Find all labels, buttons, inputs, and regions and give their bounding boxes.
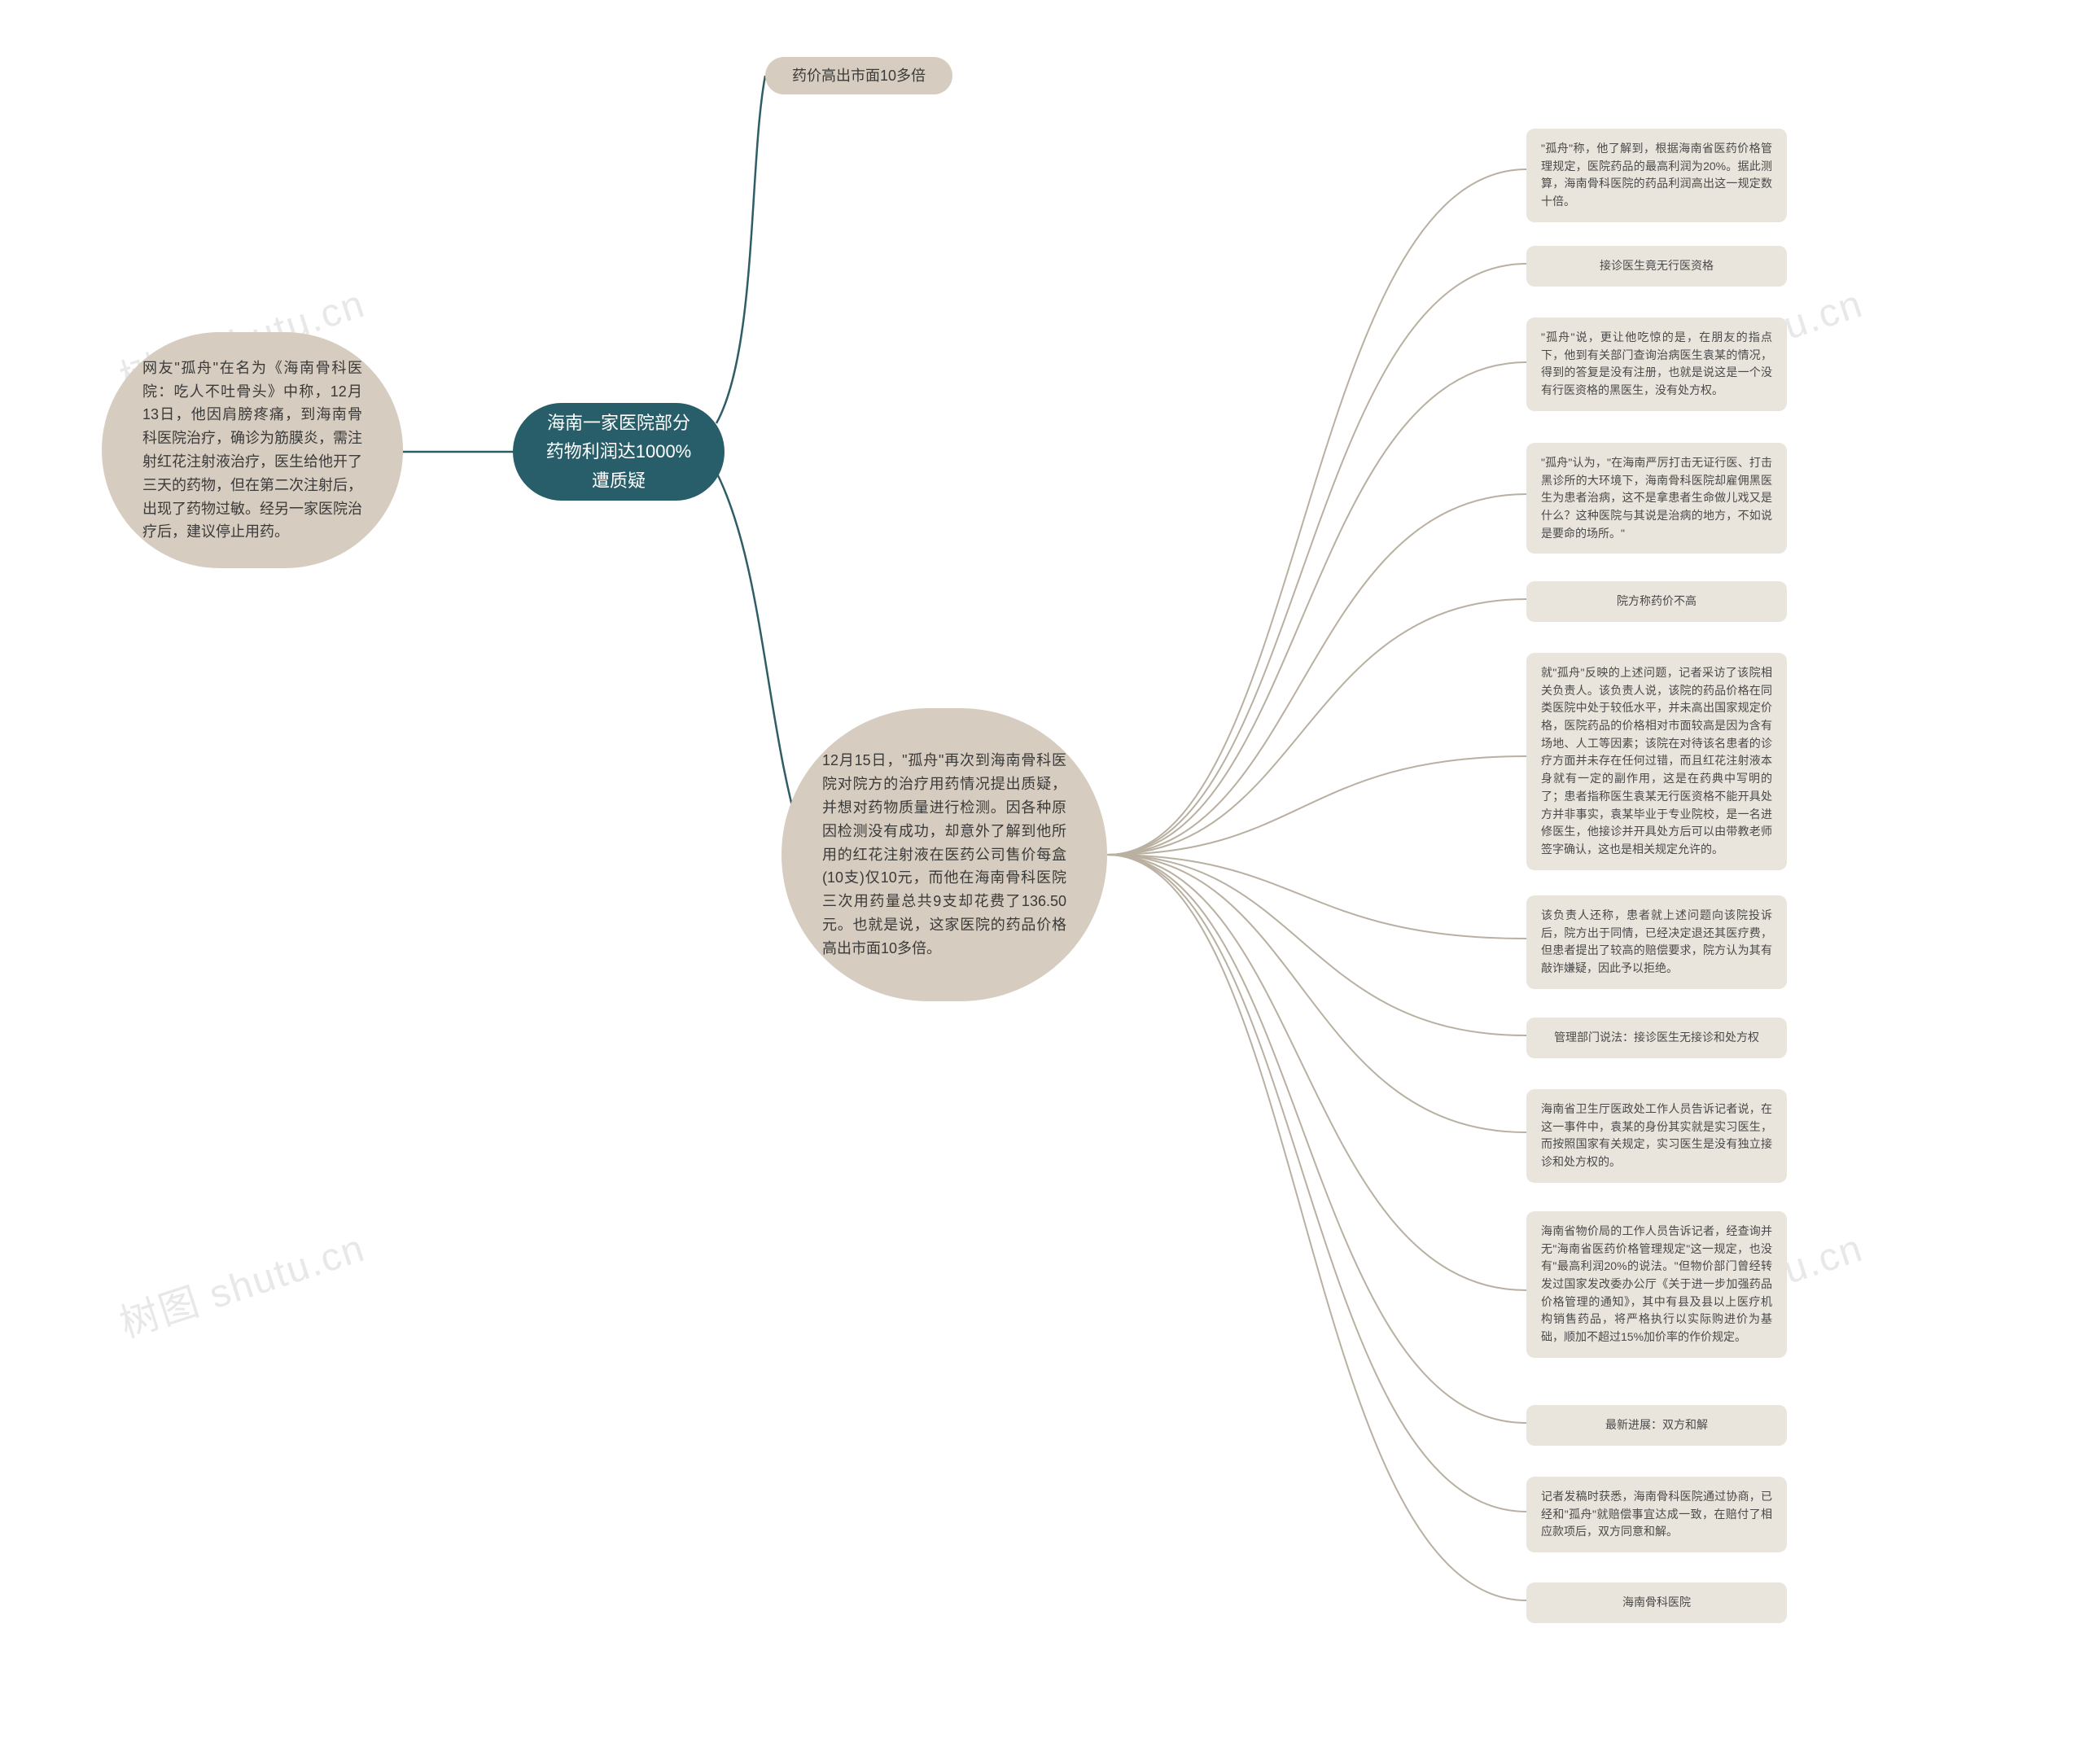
leaf-node[interactable]: 海南骨科医院	[1526, 1582, 1787, 1623]
root-text: 海南一家医院部分药物利润达1000%遭质疑	[545, 409, 692, 495]
leaf-node[interactable]: 最新进展：双方和解	[1526, 1405, 1787, 1446]
node-text: 12月15日，"孤舟"再次到海南骨科医院对院方的治疗用药情况提出质疑，并想对药物…	[822, 749, 1066, 960]
leaf-node[interactable]: "孤舟"认为，"在海南严厉打击无证行医、打击黑诊所的大环境下，海南骨科医院却雇佣…	[1526, 443, 1787, 554]
watermark: 树图 shutu.cn	[112, 1215, 371, 1348]
leaf-node[interactable]: 就"孤舟"反映的上述问题，记者采访了该院相关负责人。该负责人说，该院的药品价格在…	[1526, 653, 1787, 870]
level1-node-left[interactable]: 网友"孤舟"在名为《海南骨科医院：吃人不吐骨头》中称，12月13日，他因肩膀疼痛…	[102, 332, 403, 568]
leaf-text: 海南省物价局的工作人员告诉记者，经查询并无"海南省医药价格管理规定"这一规定，也…	[1541, 1223, 1772, 1346]
leaf-text: 海南骨科医院	[1622, 1594, 1691, 1612]
leaf-text: 该负责人还称，患者就上述问题向该院投诉后，院方出于同情，已经决定退还其医疗费，但…	[1541, 907, 1772, 978]
leaf-text: 海南省卫生厅医政处工作人员告诉记者说，在这一事件中，袁某的身份其实就是实习医生，…	[1541, 1101, 1772, 1171]
leaf-node[interactable]: 记者发稿时获悉，海南骨科医院通过协商，已经和"孤舟"就赔偿事宜达成一致，在赔付了…	[1526, 1477, 1787, 1552]
level1-node-main-right[interactable]: 12月15日，"孤舟"再次到海南骨科医院对院方的治疗用药情况提出质疑，并想对药物…	[782, 708, 1107, 1001]
leaf-text: 管理部门说法：接诊医生无接诊和处方权	[1554, 1029, 1759, 1047]
leaf-node[interactable]: 海南省卫生厅医政处工作人员告诉记者说，在这一事件中，袁某的身份其实就是实习医生，…	[1526, 1089, 1787, 1183]
leaf-node[interactable]: 院方称药价不高	[1526, 581, 1787, 622]
leaf-node[interactable]: 接诊医生竟无行医资格	[1526, 246, 1787, 287]
leaf-text: 最新进展：双方和解	[1605, 1416, 1708, 1434]
leaf-text: 记者发稿时获悉，海南骨科医院通过协商，已经和"孤舟"就赔偿事宜达成一致，在赔付了…	[1541, 1488, 1772, 1541]
leaf-text: 接诊医生竟无行医资格	[1600, 257, 1714, 275]
leaf-node[interactable]: "孤舟"称，他了解到，根据海南省医药价格管理规定，医院药品的最高利润为20%。据…	[1526, 129, 1787, 222]
leaf-node[interactable]: 管理部门说法：接诊医生无接诊和处方权	[1526, 1018, 1787, 1058]
leaf-text: "孤舟"称，他了解到，根据海南省医药价格管理规定，医院药品的最高利润为20%。据…	[1541, 140, 1772, 211]
leaf-text: "孤舟"说，更让他吃惊的是，在朋友的指点下，他到有关部门查询治病医生袁某的情况，…	[1541, 329, 1772, 400]
level1-node-top-right[interactable]: 药价高出市面10多倍	[765, 57, 952, 94]
leaf-node[interactable]: "孤舟"说，更让他吃惊的是，在朋友的指点下，他到有关部门查询治病医生袁某的情况，…	[1526, 317, 1787, 411]
leaf-text: 院方称药价不高	[1617, 593, 1697, 611]
leaf-node[interactable]: 海南省物价局的工作人员告诉记者，经查询并无"海南省医药价格管理规定"这一规定，也…	[1526, 1211, 1787, 1358]
node-text: 网友"孤舟"在名为《海南骨科医院：吃人不吐骨头》中称，12月13日，他因肩膀疼痛…	[142, 357, 362, 544]
root-node[interactable]: 海南一家医院部分药物利润达1000%遭质疑	[513, 403, 725, 501]
leaf-node[interactable]: 该负责人还称，患者就上述问题向该院投诉后，院方出于同情，已经决定退还其医疗费，但…	[1526, 895, 1787, 989]
node-text: 药价高出市面10多倍	[792, 64, 926, 88]
leaf-text: "孤舟"认为，"在海南严厉打击无证行医、打击黑诊所的大环境下，海南骨科医院却雇佣…	[1541, 454, 1772, 542]
leaf-text: 就"孤舟"反映的上述问题，记者采访了该院相关负责人。该负责人说，该院的药品价格在…	[1541, 664, 1772, 859]
